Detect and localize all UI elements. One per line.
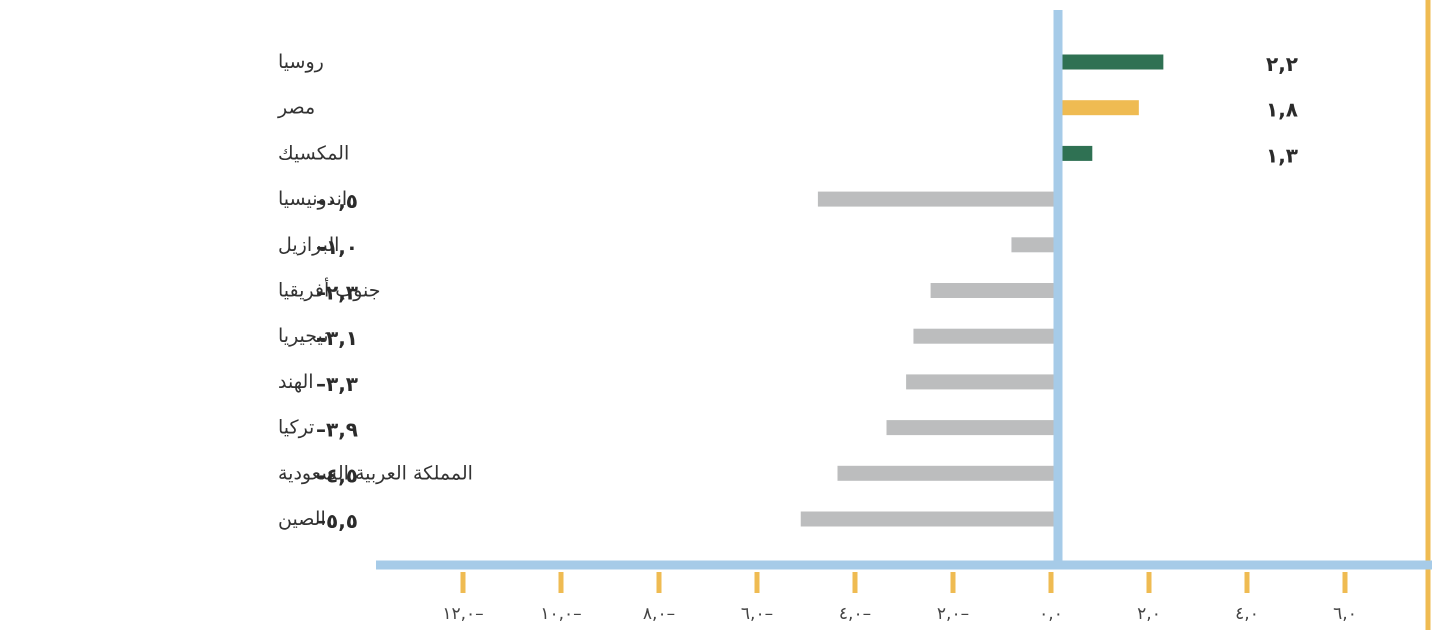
value-label: –٣,٣ xyxy=(316,372,358,396)
value-label: –٣,١ xyxy=(316,326,358,350)
value-label: –٤,٥ xyxy=(316,463,358,487)
bar xyxy=(886,420,1058,436)
bar xyxy=(913,328,1058,344)
x-tick-label: ٢,٠– xyxy=(937,604,969,624)
category-label: اندونيسيا xyxy=(278,188,347,210)
value-label: ١,٣ xyxy=(1266,143,1298,167)
value-label: –٣,٩ xyxy=(316,418,358,442)
category-label: الهند xyxy=(278,371,314,393)
category-label: المكسيك xyxy=(278,142,349,164)
value-label: –١,٠ xyxy=(316,235,358,259)
bar xyxy=(1011,237,1058,253)
value-label: –٥,٥ xyxy=(316,509,358,533)
bar xyxy=(906,374,1058,390)
bar xyxy=(1058,100,1139,116)
x-tick-label: ٤,٠ xyxy=(1235,604,1259,624)
bar xyxy=(800,511,1058,527)
x-tick-label: ١٠,٠– xyxy=(540,604,581,624)
category-label: المملكة العربية السعودية xyxy=(278,462,473,484)
category-label: روسيا xyxy=(278,51,324,73)
value-label: ٢,٢ xyxy=(1266,52,1298,76)
value-label: –٢,٣ xyxy=(316,281,358,305)
category-label: تركيا xyxy=(278,417,314,439)
category-label: البرازيل xyxy=(278,234,339,256)
value-label: –٠,٥ xyxy=(316,189,358,213)
category-label: جنوب أفريقيا xyxy=(278,278,381,302)
x-tick-label: ٠,٠ xyxy=(1039,604,1063,624)
x-tick-label: ٦,٠– xyxy=(741,604,773,624)
bar xyxy=(817,191,1058,207)
bar xyxy=(1058,54,1164,70)
x-tick-label: ٨,٠– xyxy=(643,604,675,624)
bar xyxy=(837,465,1058,481)
category-label: الصين xyxy=(278,508,326,530)
value-label: ١,٨ xyxy=(1266,98,1298,122)
x-tick-label: ٤,٠– xyxy=(839,604,871,624)
category-label: نيجيريا xyxy=(278,325,329,347)
bar xyxy=(930,283,1058,298)
category-label: مصر xyxy=(277,97,315,119)
x-tick-label: ٢,٠ xyxy=(1137,604,1161,624)
bar xyxy=(1058,145,1093,161)
x-tick-label: ١٢,٠– xyxy=(442,604,483,624)
x-tick-label: ٦,٠ xyxy=(1333,604,1357,624)
